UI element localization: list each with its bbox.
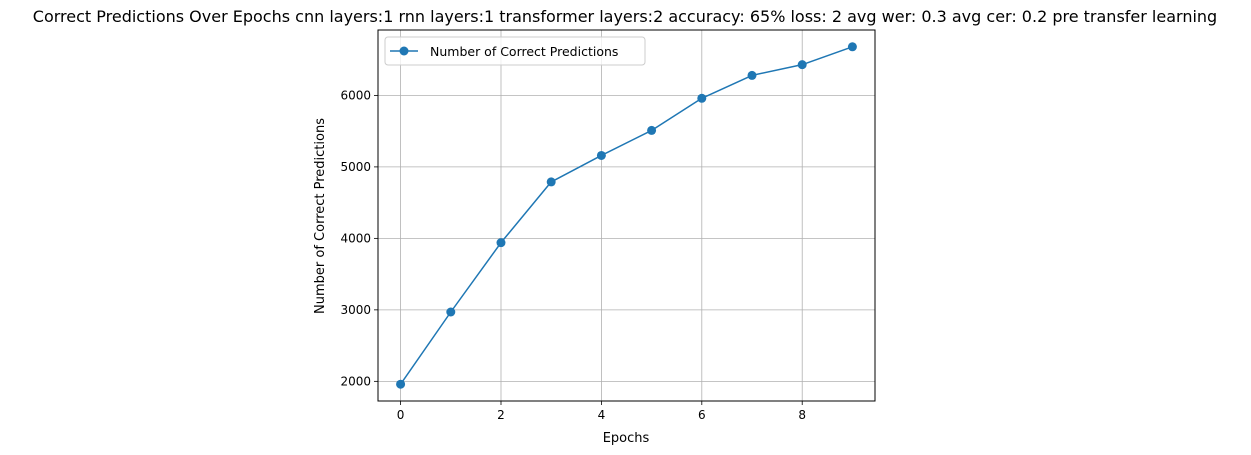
series-layer [396, 42, 857, 389]
x-tick-label: 8 [798, 408, 806, 422]
y-tick-label: 3000 [340, 303, 371, 317]
data-point [396, 379, 406, 389]
legend: Number of Correct Predictions [384, 36, 646, 66]
data-point [647, 125, 657, 135]
grid [378, 30, 875, 401]
series-line [399, 46, 853, 385]
data-point [546, 177, 556, 187]
y-tick-label: 5000 [340, 160, 371, 174]
legend-box [384, 36, 646, 66]
x-tick-label: 6 [698, 408, 706, 422]
x-axis-label: Epochs [603, 431, 650, 446]
y-axis-label: Number of Correct Predictions [313, 118, 328, 314]
data-point [697, 93, 707, 103]
y-tick-label: 2000 [340, 374, 371, 388]
tick-layer: 0 2 4 6 8 2000 3000 4000 5000 6000 [340, 88, 806, 422]
data-point [596, 150, 606, 160]
legend-marker-swatch [399, 46, 409, 56]
plot-frame [377, 29, 876, 402]
data-point [446, 307, 456, 317]
y-tick-label: 6000 [340, 88, 371, 102]
x-tick-label: 0 [397, 408, 405, 422]
x-tick-label: 2 [497, 408, 505, 422]
data-point [847, 42, 857, 52]
x-tick-label: 4 [598, 408, 606, 422]
y-tick-label: 4000 [340, 231, 371, 245]
data-point [797, 60, 807, 70]
data-point [747, 70, 757, 80]
legend-label: Number of Correct Predictions [430, 44, 618, 59]
chart-title: Correct Predictions Over Epochs cnn laye… [33, 7, 1217, 26]
data-point [496, 238, 506, 248]
